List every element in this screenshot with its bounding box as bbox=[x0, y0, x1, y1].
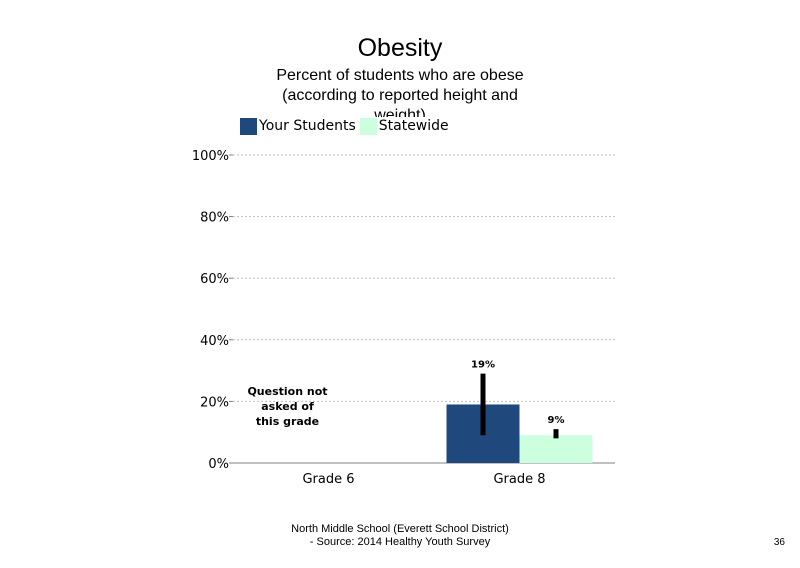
chart-title: Obesity bbox=[357, 34, 443, 62]
x-tick-label-grade-8: Grade 8 bbox=[493, 472, 545, 487]
y-tick-label-40: 40% bbox=[200, 334, 229, 349]
footer-survey: - Source: 2014 Healthy Youth Survey bbox=[309, 536, 491, 548]
legend: Your Students Statewide bbox=[240, 117, 453, 135]
page-number: 36 bbox=[773, 537, 785, 548]
data-label-your-students-grade-8: 19% bbox=[471, 360, 495, 371]
legend-label-statewide: Statewide bbox=[378, 118, 449, 134]
legend-label-your-students: Your Students bbox=[259, 118, 356, 134]
legend-item-statewide: Statewide bbox=[359, 117, 449, 135]
legend-item-your-students: Your Students bbox=[240, 117, 356, 135]
footer-source: North Middle School (Everett School Dist… bbox=[250, 523, 550, 549]
y-tick-label-80: 80% bbox=[200, 211, 229, 226]
annotation-line-2: asked of bbox=[261, 400, 314, 413]
legend-swatch-statewide bbox=[359, 117, 377, 135]
y-tick-label-60: 60% bbox=[200, 272, 229, 287]
y-tick-label-0: 0% bbox=[208, 457, 229, 472]
data-label-statewide-grade-8: 9% bbox=[548, 415, 565, 426]
chart-subtitle: Percent of students who are obese (accor… bbox=[276, 67, 524, 117]
y-tick-label-100: 100% bbox=[192, 149, 229, 164]
annotation-line-3: this grade bbox=[256, 415, 319, 428]
footer-school: North Middle School (Everett School Dist… bbox=[291, 523, 509, 535]
x-tick-label-grade-6: Grade 6 bbox=[302, 472, 354, 487]
y-tick-label-20: 20% bbox=[200, 395, 229, 410]
bar-statewide-grade-8 bbox=[519, 435, 593, 463]
legend-swatch-your-students bbox=[240, 117, 257, 135]
annotation-line-1: Question not bbox=[247, 385, 327, 398]
